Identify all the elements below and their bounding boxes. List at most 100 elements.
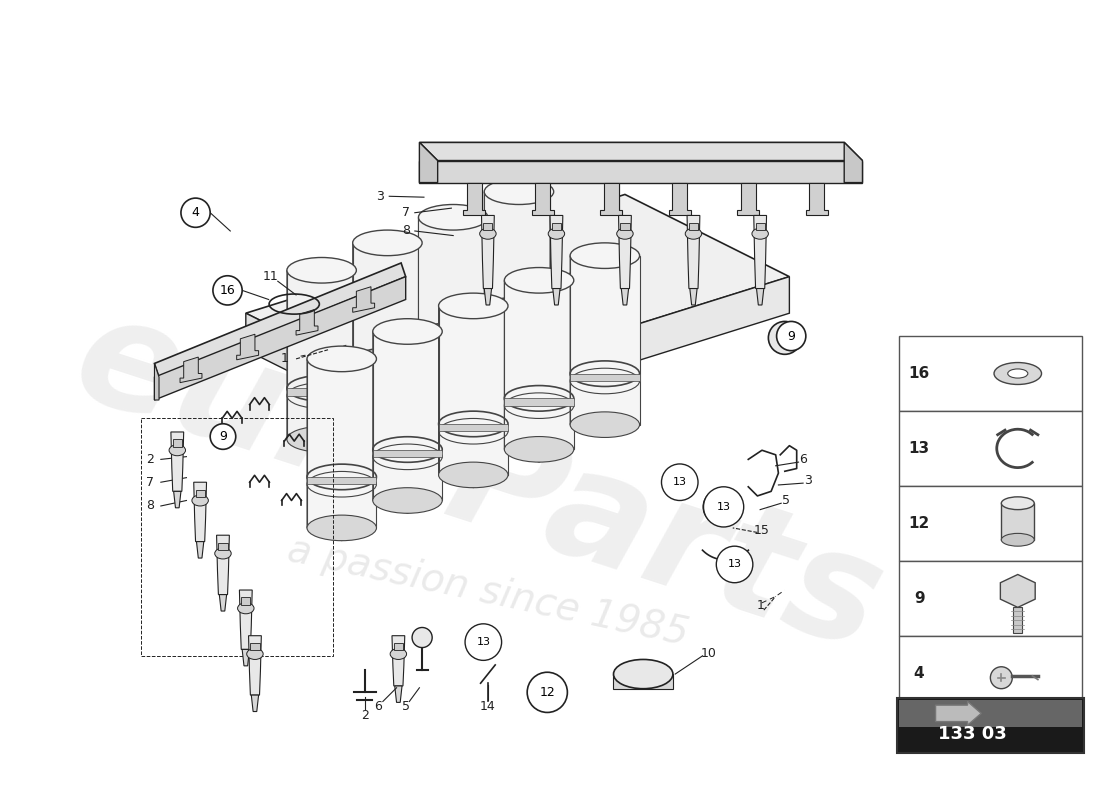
Polygon shape [419,142,862,161]
Polygon shape [484,289,492,305]
Ellipse shape [412,627,432,647]
Ellipse shape [752,228,769,239]
Polygon shape [669,182,691,215]
Polygon shape [688,215,700,289]
Text: 13: 13 [716,502,730,512]
Polygon shape [245,314,410,432]
Text: 3: 3 [804,474,812,487]
Circle shape [990,666,1012,689]
Polygon shape [307,359,342,541]
Bar [899,561,1081,636]
Bar [1001,503,1034,540]
Bar [899,411,1081,486]
Text: 6: 6 [374,699,382,713]
Ellipse shape [373,318,442,344]
Ellipse shape [685,228,702,239]
Polygon shape [242,650,250,666]
Polygon shape [197,542,204,558]
Ellipse shape [617,228,634,239]
Polygon shape [180,357,202,382]
Polygon shape [613,674,673,689]
Polygon shape [504,398,574,406]
Polygon shape [757,289,763,305]
Ellipse shape [1001,497,1034,510]
Polygon shape [936,702,981,726]
Bar [899,636,1081,710]
Text: 13: 13 [673,478,686,487]
Ellipse shape [246,649,263,659]
Circle shape [213,276,242,305]
Text: 9: 9 [788,330,795,342]
Polygon shape [373,331,442,501]
Text: 4: 4 [914,666,924,681]
Text: euroParts: euroParts [57,282,900,682]
Text: 2: 2 [146,453,154,466]
Polygon shape [287,388,356,396]
Ellipse shape [191,495,208,506]
Ellipse shape [418,374,488,399]
Text: 15: 15 [754,524,770,537]
Polygon shape [373,331,407,514]
Ellipse shape [287,258,356,283]
Ellipse shape [390,649,407,659]
Polygon shape [307,359,376,528]
Ellipse shape [504,267,574,293]
Ellipse shape [769,322,801,354]
Polygon shape [342,359,376,541]
Polygon shape [439,306,473,488]
Ellipse shape [353,399,422,425]
Bar [1013,607,1022,633]
Polygon shape [418,218,453,399]
Bar [173,439,182,446]
Polygon shape [550,285,619,292]
Ellipse shape [994,362,1042,385]
Polygon shape [484,192,519,374]
Polygon shape [287,270,356,439]
Polygon shape [353,243,387,425]
Ellipse shape [548,228,564,239]
Text: 133 03: 133 03 [937,726,1006,743]
Text: 9: 9 [781,330,789,342]
Ellipse shape [570,412,639,438]
Circle shape [716,546,752,582]
Polygon shape [553,289,560,305]
Ellipse shape [214,548,231,559]
Polygon shape [410,277,790,432]
Ellipse shape [1008,369,1027,378]
Bar [899,486,1081,561]
Text: 16: 16 [909,366,929,381]
Polygon shape [353,361,422,368]
Text: 11: 11 [263,270,278,283]
Polygon shape [236,334,258,360]
Polygon shape [287,270,321,452]
Polygon shape [519,192,553,374]
Text: 4: 4 [191,206,199,219]
Ellipse shape [307,346,376,372]
Polygon shape [240,590,252,650]
Polygon shape [194,482,207,542]
Text: 3: 3 [376,190,384,202]
Ellipse shape [550,154,619,180]
Polygon shape [605,256,639,438]
Polygon shape [154,263,406,377]
Polygon shape [321,270,356,452]
Bar [196,490,205,497]
Polygon shape [419,161,862,182]
Polygon shape [1000,574,1035,607]
Ellipse shape [1001,534,1034,546]
Bar [251,643,260,650]
Polygon shape [531,182,553,215]
Bar [898,698,1084,753]
Polygon shape [296,310,318,335]
Text: 13: 13 [476,637,491,647]
Text: 8: 8 [402,225,409,238]
Circle shape [704,486,744,527]
Text: 14: 14 [480,699,496,713]
Ellipse shape [504,437,574,462]
Polygon shape [618,215,631,289]
Polygon shape [453,218,488,399]
Polygon shape [737,182,759,215]
Polygon shape [219,594,227,611]
Bar [899,700,1081,727]
Ellipse shape [480,228,496,239]
